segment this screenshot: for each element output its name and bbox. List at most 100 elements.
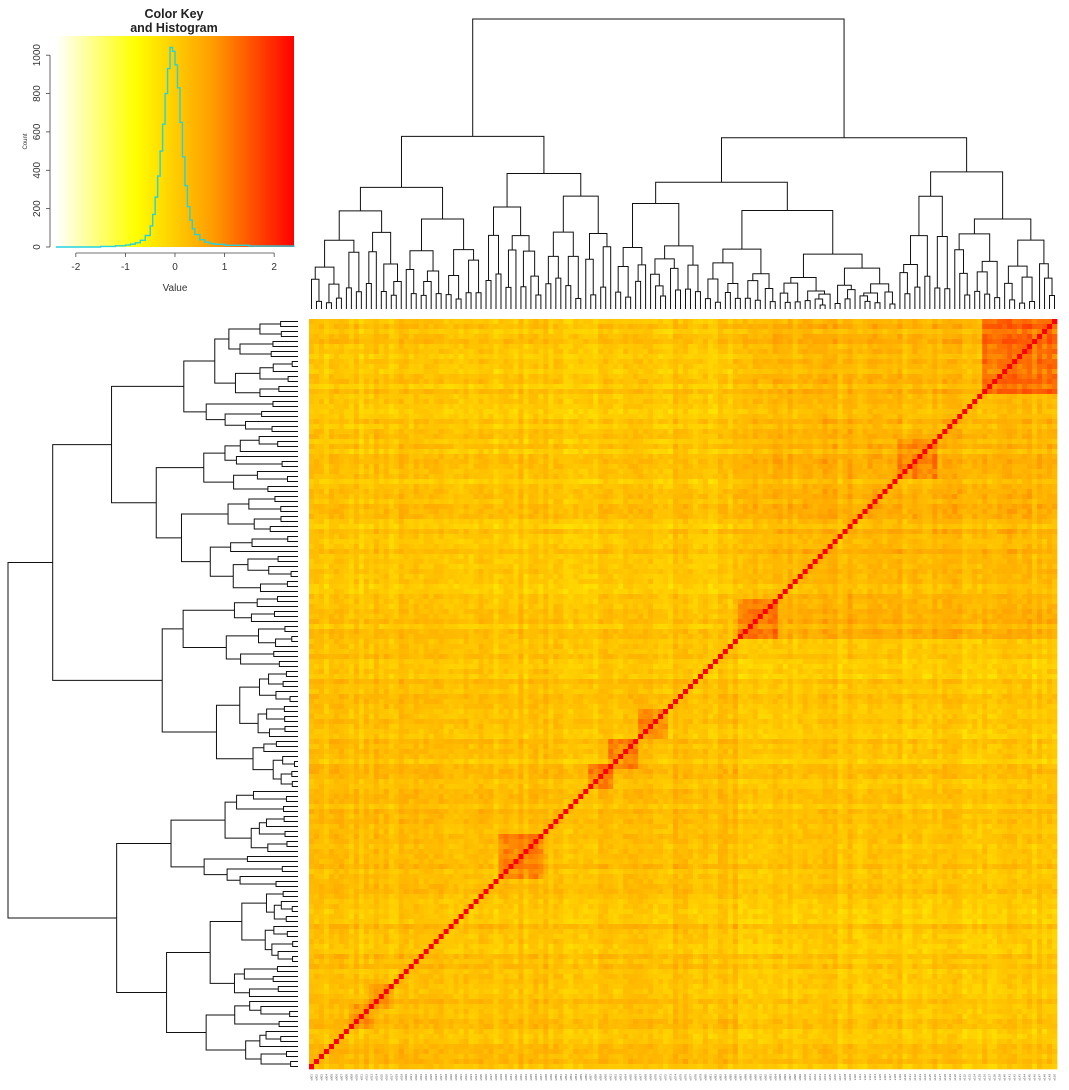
heatmap-cell (408, 319, 415, 325)
heatmap-cell (353, 479, 360, 485)
heatmap-cell (523, 379, 529, 385)
heatmap-cell (1007, 414, 1013, 420)
heatmap-cell (1022, 389, 1028, 395)
heatmap-cell (358, 319, 365, 325)
heatmap-cell (488, 394, 494, 400)
heatmap-cell (403, 454, 410, 460)
heatmap-cell (1032, 379, 1038, 385)
heatmap-cell (363, 474, 370, 480)
x-axis-label: Value (163, 283, 188, 294)
heatmap-cell (777, 349, 784, 355)
heatmap-cell (727, 349, 734, 355)
heatmap-cell (533, 399, 539, 405)
heatmap-cell (408, 369, 415, 375)
heatmap-cell (573, 444, 579, 450)
heatmap-cell (343, 359, 350, 365)
heatmap-cell (1032, 389, 1038, 395)
heatmap-cell (737, 434, 744, 440)
heatmap-cell (977, 409, 983, 415)
heatmap-cell (907, 459, 913, 465)
heatmap-cell (827, 439, 833, 445)
heatmap-cell (757, 324, 764, 330)
heatmap-cell (812, 334, 818, 340)
heatmap-cell (553, 444, 559, 450)
heatmap-cell (857, 474, 863, 480)
heatmap-cell (413, 334, 420, 340)
heatmap-cell (573, 409, 579, 415)
heatmap-cell (403, 319, 410, 325)
heatmap-cell (917, 449, 923, 455)
heatmap-cell (638, 444, 644, 450)
heatmap-cell (692, 324, 699, 330)
heatmap-cell (563, 354, 569, 360)
heatmap-cell (932, 479, 938, 485)
heatmap-cell (1042, 334, 1048, 340)
heatmap-cell (418, 414, 425, 420)
heatmap-cell (1012, 359, 1018, 365)
heatmap-cell (837, 414, 843, 420)
heatmap-cell (917, 459, 923, 465)
heatmap-cell (712, 359, 719, 365)
heatmap-cell (742, 394, 749, 400)
heatmap-cell (473, 439, 479, 445)
heatmap-cell (428, 404, 435, 410)
heatmap-cell (777, 374, 784, 380)
heatmap-cell (448, 414, 454, 420)
heatmap-cell (1022, 349, 1028, 355)
heatmap-cell (568, 379, 574, 385)
heatmap-cell (558, 374, 564, 380)
heatmap-cell (877, 449, 883, 455)
heatmap-cell (643, 334, 649, 340)
heatmap-cell (313, 479, 320, 485)
heatmap-cell (972, 334, 978, 340)
heatmap-cell (348, 474, 355, 480)
heatmap-cell (797, 389, 804, 395)
heatmap-cell (393, 424, 400, 430)
heatmap-cell (408, 434, 415, 440)
heatmap-cell (588, 344, 594, 350)
heatmap-cell (877, 469, 883, 475)
heatmap-cell (852, 399, 858, 405)
heatmap-cell (712, 354, 719, 360)
heatmap-cell (673, 364, 679, 370)
heatmap-cell (867, 379, 873, 385)
heatmap-cell (767, 459, 774, 465)
heatmap-cell (907, 364, 913, 370)
heatmap-cell (458, 469, 464, 475)
heatmap-cell (872, 424, 878, 430)
heatmap-cell (558, 424, 564, 430)
heatmap-cell (503, 359, 509, 365)
heatmap-cell (473, 334, 479, 340)
heatmap-cell (638, 479, 644, 485)
heatmap-cell (827, 424, 833, 430)
heatmap-cell (533, 419, 539, 425)
heatmap-cell (897, 354, 903, 360)
heatmap-cell (383, 324, 390, 330)
heatmap-cell (712, 469, 719, 475)
heatmap-cell (338, 484, 345, 490)
heatmap-cell (797, 384, 804, 390)
heatmap-cell (553, 479, 559, 485)
heatmap-cell (792, 414, 799, 420)
heatmap-cell (328, 439, 335, 445)
heatmap-cell (752, 424, 759, 430)
heatmap-cell (772, 329, 779, 335)
heatmap-cell (643, 424, 649, 430)
heatmap-cell (757, 344, 764, 350)
heatmap-cell (717, 429, 724, 435)
heatmap-cell (613, 369, 619, 375)
heatmap-cell (1027, 324, 1033, 330)
heatmap-cell (598, 324, 604, 330)
heatmap-cell (518, 444, 524, 450)
heatmap-cell (588, 434, 594, 440)
heatmap-cell (408, 384, 415, 390)
heatmap-cell (568, 384, 574, 390)
heatmap-cell (578, 429, 584, 435)
heatmap-cell (932, 339, 938, 345)
heatmap-cell (872, 399, 878, 405)
heatmap-cell (408, 409, 415, 415)
heatmap-cell (772, 449, 779, 455)
heatmap-cell (578, 419, 584, 425)
heatmap-cell (313, 394, 320, 400)
heatmap-cell (558, 409, 564, 415)
